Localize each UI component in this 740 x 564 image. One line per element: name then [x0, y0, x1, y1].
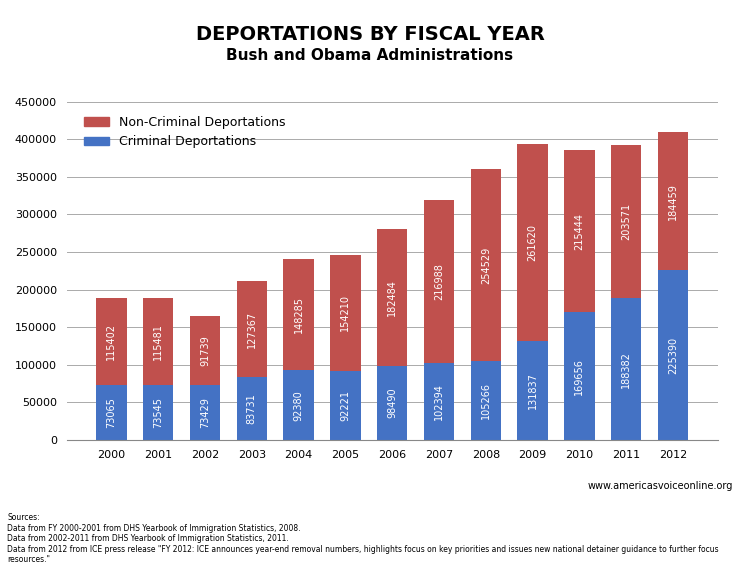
Bar: [517, 144, 548, 341]
Bar: [611, 145, 642, 298]
Text: 148285: 148285: [294, 296, 303, 333]
Bar: [283, 371, 314, 440]
Bar: [471, 169, 501, 361]
Bar: [96, 385, 127, 440]
Bar: [189, 316, 221, 385]
Text: 261620: 261620: [528, 224, 537, 261]
Text: DEPORTATIONS BY FISCAL YEAR: DEPORTATIONS BY FISCAL YEAR: [195, 25, 545, 45]
Bar: [330, 371, 360, 440]
Text: 225390: 225390: [668, 337, 678, 374]
Bar: [611, 298, 642, 440]
Text: 105266: 105266: [481, 382, 491, 419]
Bar: [330, 254, 360, 371]
Text: Bush and Obama Administrations: Bush and Obama Administrations: [226, 48, 514, 63]
Bar: [517, 341, 548, 440]
Bar: [424, 200, 454, 363]
Bar: [143, 298, 173, 385]
Text: 182484: 182484: [387, 279, 397, 316]
Text: 169656: 169656: [574, 358, 585, 395]
Text: Sources:
Data from FY 2000-2001 from DHS Yearbook of Immigration Statistics, 200: Sources: Data from FY 2000-2001 from DHS…: [7, 513, 719, 564]
Text: 188382: 188382: [621, 351, 631, 387]
Text: 73429: 73429: [200, 397, 210, 428]
Bar: [143, 385, 173, 440]
Bar: [237, 281, 267, 377]
Bar: [658, 270, 688, 440]
Bar: [189, 385, 221, 440]
Text: 254529: 254529: [481, 246, 491, 284]
Text: 127367: 127367: [247, 311, 257, 347]
Text: 92380: 92380: [294, 390, 303, 421]
Text: 73545: 73545: [153, 396, 164, 428]
Text: 216988: 216988: [434, 263, 444, 300]
Text: 83731: 83731: [247, 393, 257, 424]
Bar: [96, 298, 127, 385]
Bar: [564, 151, 595, 312]
Bar: [658, 132, 688, 270]
Bar: [237, 377, 267, 440]
Bar: [377, 228, 408, 366]
Text: 184459: 184459: [668, 183, 678, 219]
Text: 115481: 115481: [153, 323, 164, 360]
Text: 91739: 91739: [200, 335, 210, 365]
Text: 154210: 154210: [340, 294, 351, 331]
Text: 92221: 92221: [340, 390, 351, 421]
Bar: [424, 363, 454, 440]
Text: 215444: 215444: [574, 213, 585, 250]
Text: 203571: 203571: [621, 203, 631, 240]
Text: 131837: 131837: [528, 372, 537, 409]
Legend: Non-Criminal Deportations, Criminal Deportations: Non-Criminal Deportations, Criminal Depo…: [79, 111, 291, 153]
Bar: [471, 361, 501, 440]
Text: www.americasvoiceonline.org: www.americasvoiceonline.org: [588, 481, 733, 491]
Bar: [564, 312, 595, 440]
Text: 73065: 73065: [107, 397, 116, 428]
Bar: [377, 366, 408, 440]
Text: 102394: 102394: [434, 383, 444, 420]
Text: 98490: 98490: [387, 387, 397, 418]
Bar: [283, 259, 314, 371]
Text: 115402: 115402: [107, 323, 116, 360]
